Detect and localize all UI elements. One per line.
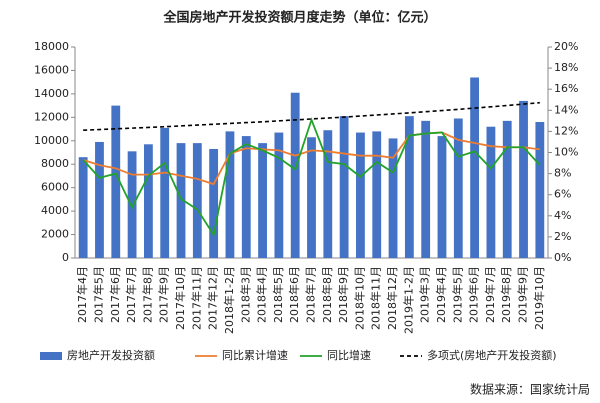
y2-tick-label: 18% (554, 61, 578, 74)
y2-tick-label: 0% (554, 251, 571, 264)
bar (95, 141, 104, 258)
x-tick-label: 2018年5月 (271, 266, 285, 323)
y2-tick-label: 14% (554, 103, 578, 116)
bar (535, 122, 545, 259)
y2-tick-label: 16% (554, 82, 578, 95)
x-tick-label: 2018年8月 (320, 266, 334, 323)
bar (307, 137, 316, 258)
x-tick-label: 2018年11月 (369, 266, 383, 330)
x-tick-label: 2019年8月 (499, 266, 513, 323)
bar (388, 138, 398, 258)
y2-tick-label: 4% (554, 209, 571, 222)
bar (127, 151, 137, 258)
line-2 (82, 117, 541, 238)
x-tick-label: 2017年7月 (124, 266, 138, 323)
bar (437, 136, 447, 258)
x-tick-label: 2018年10月 (352, 266, 366, 330)
x-tick-label: 2017年9月 (157, 266, 171, 323)
x-tick-label: 2018年7月 (304, 266, 318, 323)
y-tick-label: 16000 (34, 63, 69, 76)
bar (323, 130, 333, 258)
x-tick-label: 2017年5月 (91, 266, 105, 323)
bar (176, 143, 186, 258)
bar (78, 157, 88, 258)
x-tick-label: 2017年8月 (140, 266, 154, 323)
y2-tick-label: 8% (554, 167, 571, 180)
x-tick-label: 2018年6月 (287, 266, 301, 323)
bar (421, 120, 431, 258)
y-tick-label: 10000 (34, 134, 69, 147)
bar (274, 132, 284, 258)
y2-tick-label: 6% (554, 188, 571, 201)
x-tick-label: 2017年4月 (75, 266, 89, 323)
bar (502, 120, 512, 258)
source-note: 数据来源：国家统计局 (470, 382, 590, 397)
y-tick-label: 0 (62, 251, 69, 264)
x-tick-label: 2018年12月 (385, 266, 399, 330)
x-tick-label: 2019年1-2月 (401, 266, 415, 334)
y-tick-label: 4000 (41, 204, 69, 217)
bar (486, 126, 496, 258)
y-tick-label: 18000 (34, 40, 69, 53)
bar (192, 143, 202, 258)
x-tick-label: 2019年5月 (450, 266, 464, 323)
bar (258, 143, 267, 258)
bar (209, 148, 219, 258)
x-tick-label: 2018年9月 (336, 266, 350, 323)
line-1 (82, 131, 540, 186)
bar (225, 131, 235, 258)
x-tick-label: 2017年11月 (189, 266, 203, 330)
y2-tick-label: 12% (554, 124, 578, 137)
x-tick-label: 2019年7月 (483, 266, 497, 323)
x-tick-label: 2018年4月 (255, 266, 269, 323)
y2-tick-label: 2% (554, 230, 571, 243)
x-tick-label: 2019年9月 (516, 266, 530, 323)
x-tick-label: 2017年6月 (108, 266, 122, 323)
bar (453, 118, 463, 258)
y-tick-label: 14000 (34, 87, 69, 100)
y-tick-label: 6000 (41, 181, 69, 194)
y2-tick-label: 20% (554, 40, 578, 53)
x-tick-label: 2017年12月 (206, 266, 220, 330)
bar (160, 127, 170, 258)
bar (241, 136, 251, 258)
bar (470, 77, 480, 258)
y2-tick-label: 10% (554, 146, 578, 159)
bar (290, 92, 300, 258)
legend-label: 房地产开发投资额 (67, 348, 155, 362)
legend-label: 多项式(房地产开发投资额) (427, 348, 557, 362)
x-tick-label: 2019年6月 (467, 266, 481, 323)
legend-label: 同比增速 (327, 348, 371, 362)
x-tick-label: 2018年3月 (238, 266, 252, 323)
x-tick-label: 2019年10月 (532, 266, 546, 330)
legend-swatch (40, 352, 62, 360)
bar (339, 116, 349, 259)
y-tick-label: 2000 (41, 228, 69, 241)
bar (404, 116, 414, 259)
x-tick-label: 2018年1-2月 (222, 266, 236, 334)
line-3 (83, 101, 540, 132)
bar (356, 132, 365, 258)
chart-title: 全国房地产开发投资额月度走势（单位：亿元） (162, 10, 436, 26)
bar (372, 131, 382, 258)
bar (111, 105, 121, 258)
y-tick-label: 12000 (34, 110, 69, 123)
x-tick-label: 2019年4月 (434, 266, 448, 323)
bar (519, 100, 528, 258)
x-tick-label: 2019年3月 (418, 266, 432, 323)
bar (143, 144, 153, 258)
y-tick-label: 8000 (41, 157, 69, 170)
legend-label: 同比累计增速 (222, 348, 288, 362)
x-tick-label: 2017年10月 (173, 266, 187, 330)
